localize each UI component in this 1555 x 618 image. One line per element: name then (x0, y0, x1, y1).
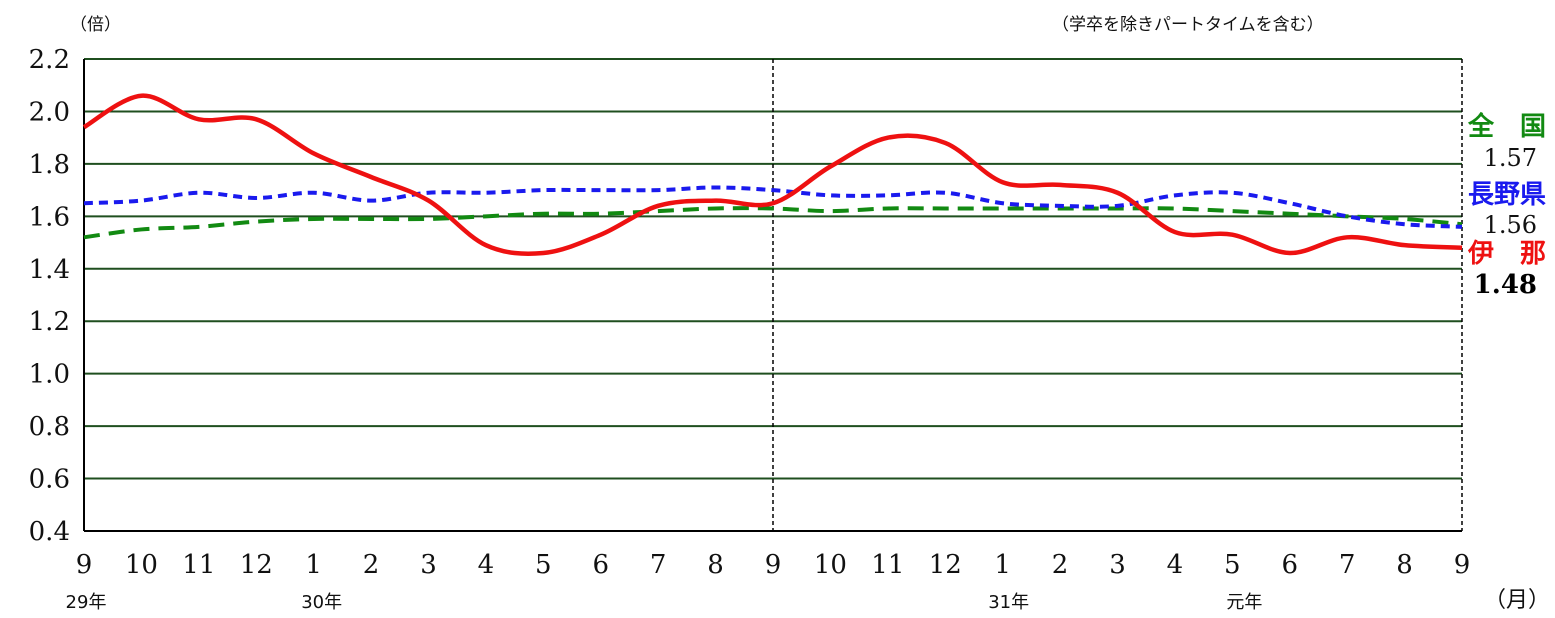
y-tick-label: 1.2 (29, 307, 70, 337)
x-tick-label: 2 (363, 550, 380, 580)
x-tick-label: 1 (994, 550, 1011, 580)
y-tick-label: 1.4 (29, 255, 70, 285)
series-end-value: 1.48 (1474, 270, 1537, 300)
x-tick-label: 9 (765, 550, 782, 580)
y-tick-label: 0.4 (29, 517, 70, 547)
x-tick-label: 8 (707, 550, 724, 580)
x-tick-label: 7 (1339, 550, 1356, 580)
year-label: 31年 (988, 592, 1029, 613)
year-label: 30年 (301, 592, 342, 613)
series-name-label: 長野県 (1468, 180, 1546, 210)
y-tick-label: 0.6 (29, 465, 70, 495)
y-tick-label: 0.8 (29, 412, 70, 442)
y-tick-label: 1.6 (29, 202, 70, 232)
x-tick-label: 6 (592, 550, 609, 580)
x-tick-label: 8 (1396, 550, 1413, 580)
x-tick-label: 2 (1052, 550, 1069, 580)
x-tick-label: 4 (1167, 550, 1184, 580)
x-tick-label: 6 (1281, 550, 1298, 580)
x-tick-label: 12 (929, 550, 962, 580)
x-tick-label: 10 (125, 550, 158, 580)
y-unit-label: （倍） (70, 15, 121, 35)
x-tick-label: 3 (1109, 550, 1126, 580)
year-label: 29年 (66, 592, 107, 613)
x-tick-label: 11 (182, 550, 215, 580)
x-tick-label: 7 (650, 550, 667, 580)
y-tick-label: 1.8 (29, 150, 70, 180)
x-tick-label: 9 (76, 550, 93, 580)
x-tick-label: 9 (1454, 550, 1471, 580)
y-tick-label: 2.0 (29, 97, 70, 127)
x-tick-label: 12 (240, 550, 273, 580)
series-name-label: 全 国 (1467, 111, 1546, 142)
x-tick-label: 5 (1224, 550, 1241, 580)
x-tick-label: 11 (871, 550, 904, 580)
chart-note: （学卒を除きパートタイムを含む） (1052, 15, 1324, 35)
x-unit-label: （月） (1484, 588, 1550, 613)
y-tick-label: 1.0 (29, 360, 70, 390)
x-tick-label: 10 (814, 550, 847, 580)
x-tick-label: 5 (535, 550, 552, 580)
x-tick-label: 3 (420, 550, 437, 580)
series-end-value: 1.56 (1484, 211, 1537, 239)
year-label: 元年 (1226, 592, 1262, 613)
series-line-ina (82, 93, 1463, 257)
x-tick-label: 1 (305, 550, 322, 580)
series-line-nagano (83, 185, 1463, 229)
x-tick-label: 4 (478, 550, 495, 580)
series-name-label: 伊 那 (1467, 239, 1546, 269)
series-end-value: 1.57 (1484, 144, 1537, 172)
series-line-zenkoku (83, 206, 1463, 240)
y-tick-label: 2.2 (29, 45, 70, 75)
